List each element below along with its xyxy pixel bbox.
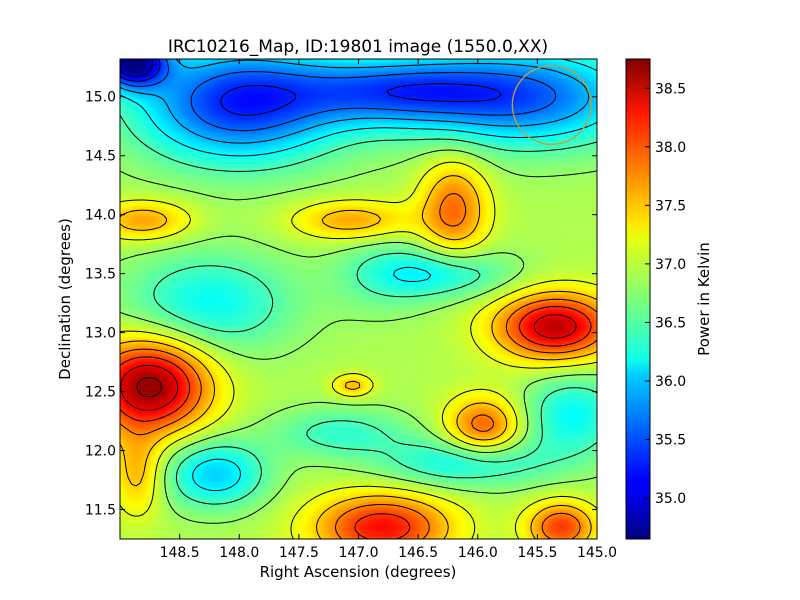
colorbar-tick-label: 37.5 xyxy=(655,198,686,214)
colorbar-tick-label: 36.0 xyxy=(655,374,686,390)
chart-title: IRC10216_Map, ID:19801 image (1550.0,XX) xyxy=(168,37,548,57)
contour-line xyxy=(120,175,597,539)
colorbar-tick-label: 38.0 xyxy=(655,140,686,156)
contour-line xyxy=(120,193,597,539)
colorbar: 35.0 35.5 36.0 36.5 37.0 37.5 38.0 38.5 Power i… xyxy=(625,58,713,540)
colorbar-tick-label: 35.0 xyxy=(655,491,686,507)
colorbar-label: Power in Kelvin xyxy=(695,242,713,356)
contour-line xyxy=(120,59,590,144)
y-tick-label: 13.5 xyxy=(85,267,116,283)
contour-line xyxy=(120,114,597,505)
y-tick-label: 14.5 xyxy=(85,149,116,165)
contour-line xyxy=(120,59,597,492)
contour-line xyxy=(120,59,502,116)
y-tick-label: 13.0 xyxy=(85,326,116,342)
x-axis: 148.5 148.0 147.5 147.0 146.5 146.0 145.5 145.0 xyxy=(160,59,617,561)
y-tick-label: 15.0 xyxy=(85,90,116,106)
contour-lines xyxy=(120,59,597,539)
y-axis: 11.5 12.0 12.5 13.0 13.5 14.0 14.5 15.0 xyxy=(85,90,597,519)
x-tick-label: 147.5 xyxy=(279,545,319,561)
contour-line xyxy=(120,161,597,539)
colorbar-frame xyxy=(625,58,651,540)
x-tick-label: 146.5 xyxy=(398,545,438,561)
plot-area xyxy=(119,58,598,540)
y-tick-label: 12.0 xyxy=(85,444,116,460)
y-tick-label: 14.0 xyxy=(85,208,116,224)
x-tick-label: 148.5 xyxy=(160,545,200,561)
y-axis-label: Declination (degrees) xyxy=(56,218,74,380)
y-tick-label: 12.5 xyxy=(85,385,116,401)
heatmap-image xyxy=(120,59,597,539)
contour-line xyxy=(120,306,592,539)
contour-line xyxy=(120,314,577,411)
contour-line xyxy=(136,377,162,398)
x-tick-label: 145.0 xyxy=(577,545,617,561)
x-axis-label: Right Ascension (degrees) xyxy=(260,563,457,581)
colorbar-tick-label: 36.5 xyxy=(655,315,686,331)
x-tick-label: 145.5 xyxy=(517,545,557,561)
beam-circle xyxy=(511,64,592,145)
colorbar-tick-label: 35.5 xyxy=(655,432,686,448)
x-tick-label: 147.0 xyxy=(338,545,378,561)
colorbar-tick-label: 37.0 xyxy=(655,257,686,273)
x-tick-label: 148.0 xyxy=(219,545,259,561)
colorbar-gradient xyxy=(626,59,650,539)
contour-line xyxy=(120,59,557,132)
x-tick-label: 146.0 xyxy=(458,545,498,561)
contour-line xyxy=(120,149,597,524)
y-tick-label: 11.5 xyxy=(85,503,116,519)
colorbar-axis: 35.0 35.5 36.0 36.5 37.0 37.5 38.0 38.5 xyxy=(645,81,686,507)
colorbar-tick-label: 38.5 xyxy=(655,81,686,97)
